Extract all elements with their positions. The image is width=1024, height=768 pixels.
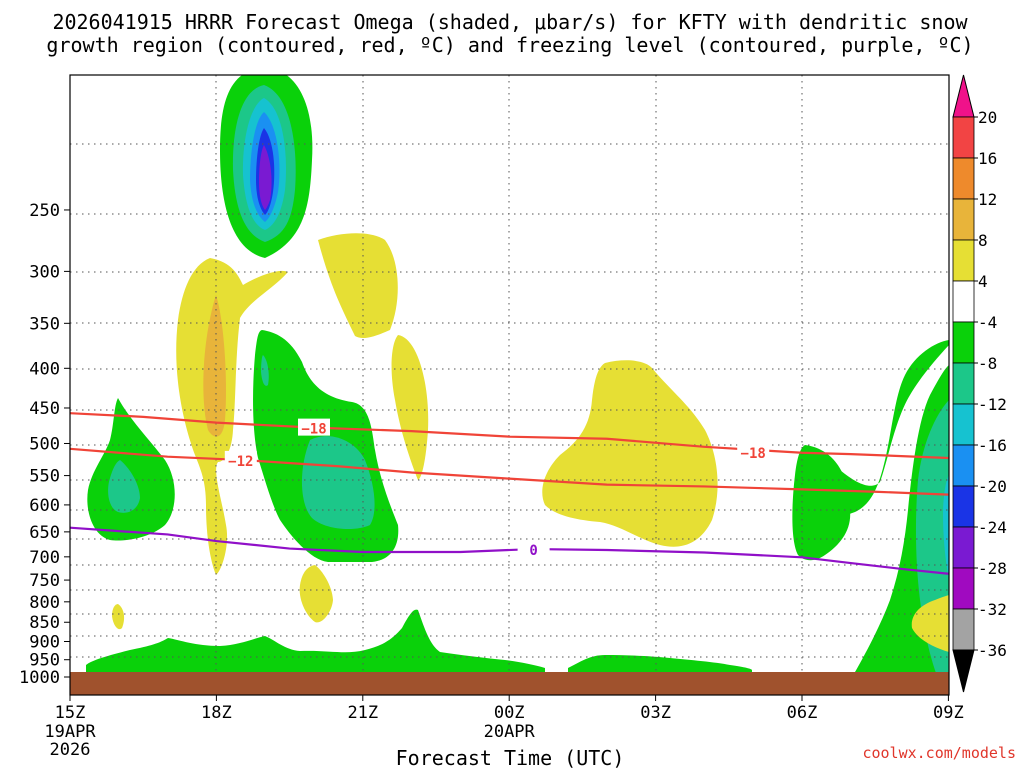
credit-link[interactable]: coolwx.com/models <box>862 744 1016 762</box>
y-tick-label: 650 <box>29 523 60 543</box>
x-tick-label: 00Z <box>494 703 525 723</box>
colorbar-label: -28 <box>978 559 1007 578</box>
colorbar-bin <box>952 198 975 241</box>
omega-region-descent-yellow-7 <box>911 595 949 652</box>
x-tick-label: 06Z <box>787 703 818 723</box>
y-tick-label: 700 <box>29 548 60 568</box>
y-tick-label: 600 <box>29 496 60 516</box>
y-tick-label: 400 <box>29 359 60 379</box>
y-tick-label: 950 <box>29 651 60 671</box>
omega-region-descent-yellow-6 <box>542 360 718 547</box>
colorbar-bin <box>952 280 975 323</box>
omega-region-descent-orange-1 <box>203 295 226 437</box>
contour-label-minus18-right: −18 <box>741 446 766 462</box>
omega-region-jet-purple <box>259 145 272 210</box>
contour-label-0: 0 <box>529 543 537 559</box>
contour-label--18: −18 <box>301 422 326 438</box>
omega-region-bl-green <box>86 609 545 672</box>
chart-title-line1: 2026041915 HRRR Forecast Omega (shaded, … <box>52 10 968 34</box>
omega-region-descent-yellow-3 <box>391 335 429 480</box>
contour-label-bg <box>224 450 257 468</box>
colorbar-bin <box>952 567 975 610</box>
x-tick-label: 21Z <box>347 703 378 723</box>
x-tick-sublabel: 19APR <box>44 722 96 742</box>
x-tick-sublabel: 20APR <box>484 722 536 742</box>
y-tick-label: 300 <box>29 262 60 282</box>
x-axis-title: Forecast Time (UTC) <box>396 746 625 768</box>
colorbar-label: 16 <box>978 149 997 168</box>
colorbar-label: 4 <box>978 272 988 291</box>
colorbar-bin <box>952 321 975 364</box>
y-tick-label: 800 <box>29 593 60 613</box>
colorbar-label: -8 <box>978 354 997 373</box>
omega-region-ascent-teal-1 <box>301 436 375 530</box>
colorbar-label: 20 <box>978 108 997 127</box>
contour-line--18 <box>69 412 949 460</box>
colorbar-bottom-arrow <box>952 649 975 693</box>
colorbar-bin <box>952 362 975 405</box>
y-tick-label: 550 <box>29 467 60 487</box>
colorbar-bin <box>952 403 975 446</box>
omega-region-descent-yellow-1 <box>176 258 288 575</box>
colorbar-label: -4 <box>978 313 997 332</box>
colorbar-bin <box>952 239 975 282</box>
contour-label-bg <box>517 540 550 558</box>
x-tick-sublabel: 2026 <box>50 740 91 760</box>
contour-label-bg <box>737 443 770 461</box>
omega-region-ascent-cyan-1 <box>943 475 949 580</box>
colorbar-label: -32 <box>978 600 1007 619</box>
colorbar-label: 8 <box>978 231 988 250</box>
contour-label-bg <box>298 418 330 436</box>
y-tick-label: 750 <box>29 571 60 591</box>
y-tick-label: 250 <box>29 201 60 221</box>
y-tick-label: 1000 <box>19 668 60 688</box>
colorbar-label: -12 <box>978 395 1007 414</box>
x-tick-label: 18Z <box>201 703 232 723</box>
x-tick-label: 09Z <box>933 703 964 723</box>
omega-shading <box>86 75 949 695</box>
y-axis: 2503003504004505005506006507007508008509… <box>19 201 70 688</box>
colorbar-label: 12 <box>978 190 997 209</box>
colorbar-bin <box>952 608 975 651</box>
x-tick-label: 15Z <box>55 703 86 723</box>
omega-region-ascent-green-4 <box>792 445 851 561</box>
colorbar-label: -24 <box>978 518 1007 537</box>
colorbar-label: -36 <box>978 641 1007 660</box>
omega-region-ascent-teal-3 <box>108 460 140 513</box>
y-tick-label: 350 <box>29 314 60 334</box>
omega-region-descent-yellow-4 <box>299 565 333 623</box>
colorbar-bin <box>952 116 975 159</box>
omega-region-ascent-teal-2 <box>261 355 269 386</box>
colorbar-top-arrow <box>952 74 975 118</box>
contour-layer: −18 −12 0 −18 <box>69 412 949 575</box>
y-tick-label: 900 <box>29 633 60 653</box>
colorbar-bin <box>952 444 975 487</box>
contour-line--12 <box>69 447 949 496</box>
omega-region-descent-yellow-2 <box>318 233 398 338</box>
y-tick-label: 850 <box>29 613 60 633</box>
omega-region-ascent-green-2 <box>87 398 175 541</box>
colorbar-bin <box>952 157 975 200</box>
colorbar-label: -20 <box>978 477 1007 496</box>
colorbar-bin <box>952 526 975 569</box>
colorbar-label: -16 <box>978 436 1007 455</box>
y-tick-label: 450 <box>29 399 60 419</box>
x-tick-label: 03Z <box>640 703 671 723</box>
colorbar-bin <box>952 485 975 528</box>
chart-title-line2: growth region (contoured, red, ºC) and f… <box>46 33 973 57</box>
omega-region-descent-yellow-5 <box>112 604 125 630</box>
contour-label--12: −12 <box>228 454 253 470</box>
colorbar: 20 16 12 8 4 -4 -8 -12 -16 -20 -24 -28 -32 -36 <box>952 74 1007 693</box>
omega-region-bl-green-2 <box>568 655 752 672</box>
ground-surface <box>70 672 949 695</box>
y-tick-label: 500 <box>29 434 60 454</box>
